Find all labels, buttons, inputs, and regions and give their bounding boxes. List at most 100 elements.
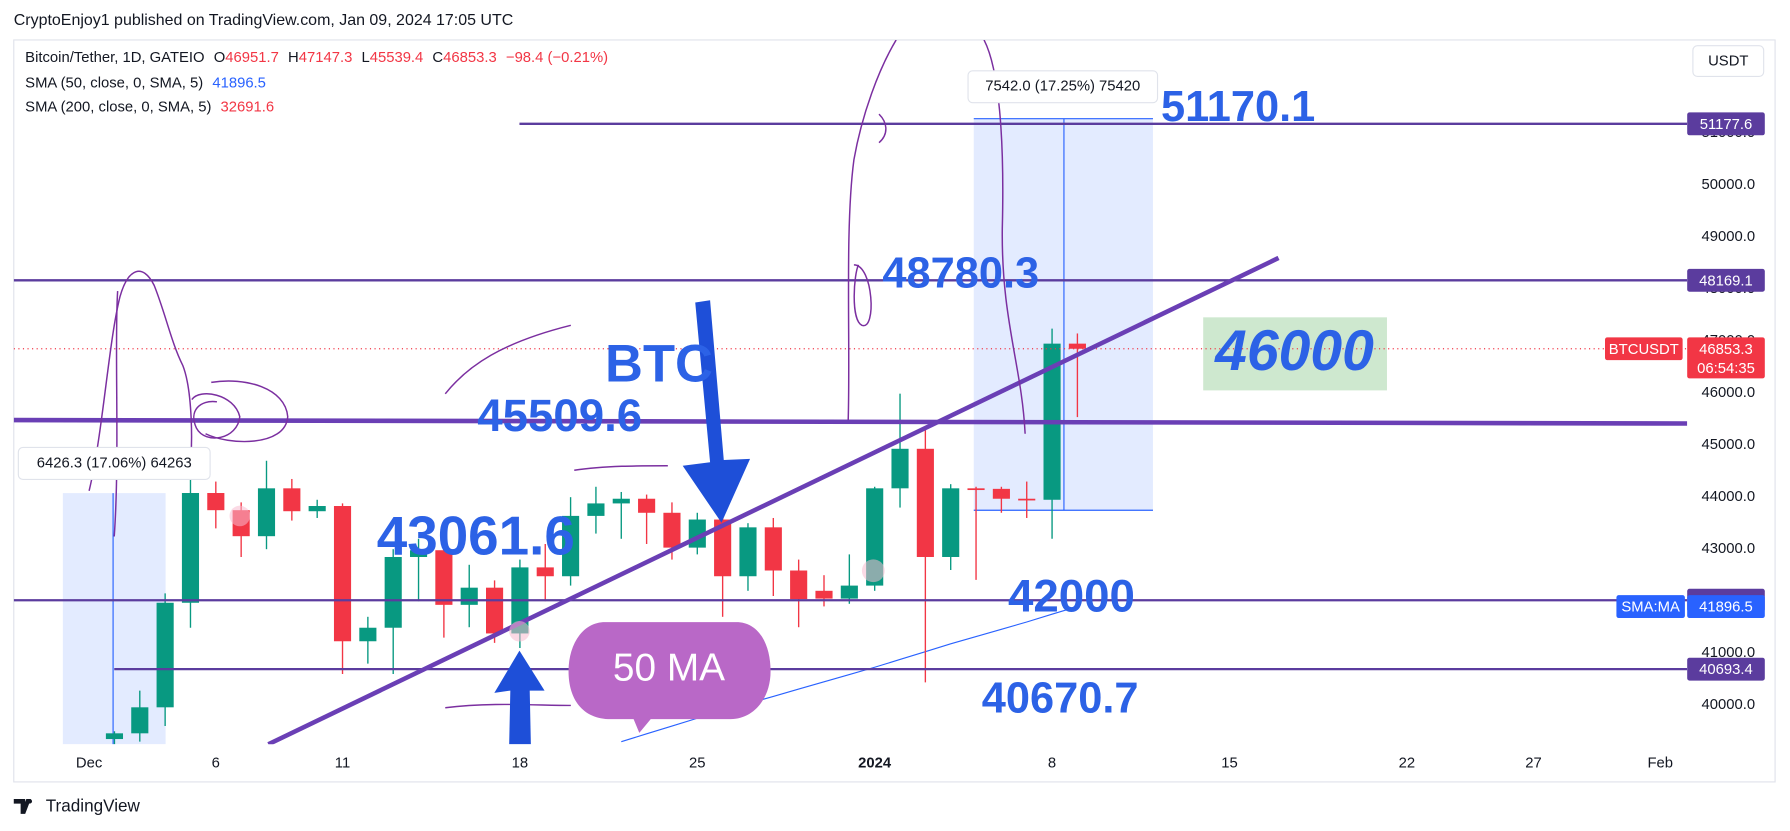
x-tick-label: 22 <box>1399 756 1415 772</box>
candle-body <box>1068 343 1086 349</box>
sma-name: SMA:MA <box>1621 600 1680 616</box>
price-badge <box>1687 112 1765 136</box>
axes: 40000.041000.042000.043000.044000.045000… <box>76 112 1765 772</box>
freehand-stroke <box>88 270 193 492</box>
annotation: 46000 <box>1214 319 1374 383</box>
range-label: 7542.0 (17.25%) 75420 <box>985 79 1140 95</box>
ticker-label: BTCUSDT <box>1609 342 1679 358</box>
candle-body <box>435 550 453 605</box>
countdown: 06:54:35 <box>1697 361 1755 377</box>
up-arrow <box>494 650 545 745</box>
candle-body <box>105 733 124 740</box>
freehand-stroke <box>444 324 571 395</box>
brand-logo <box>13 799 33 814</box>
x-tick-label: 11 <box>335 756 350 772</box>
currency: USDT <box>1708 54 1748 70</box>
support-line <box>13 417 1688 426</box>
candle-body <box>409 550 428 557</box>
series-layer <box>13 122 1688 745</box>
legend-letter: C <box>432 50 443 66</box>
candle-body <box>131 707 149 734</box>
trend-line <box>267 255 1280 745</box>
logo-mark <box>13 799 31 814</box>
legend-letter: O <box>214 50 226 66</box>
annotation: 43061.6 <box>377 504 575 566</box>
annotation: BTC <box>605 334 713 393</box>
price-badge-label: 51177.6 <box>1700 117 1753 133</box>
highlight-dot <box>861 559 885 583</box>
x-tick-label: 8 <box>1048 756 1056 772</box>
freehand-stroke <box>113 291 119 537</box>
candle-body <box>790 570 808 600</box>
y-tick-label: 49000.0 <box>1701 229 1755 245</box>
candle-body <box>663 512 681 548</box>
candle-body <box>714 519 732 577</box>
current-price-label: 46853.3 <box>1699 342 1753 358</box>
highlight-dots <box>229 505 885 642</box>
x-tick-label: Feb <box>1647 756 1673 772</box>
y-tick-label: 44000.0 <box>1701 489 1755 505</box>
annotation: 45509.6 <box>477 390 642 441</box>
candle-body <box>638 498 656 513</box>
sma-badge <box>1687 595 1765 619</box>
candle-body <box>181 493 200 603</box>
y-tick-label: 41000.0 <box>1701 645 1755 661</box>
highlight-box <box>1203 317 1387 391</box>
candle-body <box>967 488 985 491</box>
current-price-badge <box>1687 337 1765 379</box>
candle-body <box>942 488 960 557</box>
legend-row: SMA (200, close, 0, SMA, 5) 32691.6 <box>25 99 274 115</box>
legend-row: SMA (50, close, 0, SMA, 5) 41896.5 <box>25 75 266 91</box>
y-tick-label: 45000.0 <box>1701 437 1755 453</box>
range-label-box <box>967 70 1159 104</box>
currency-button[interactable] <box>1692 45 1765 78</box>
candle-body <box>587 503 605 516</box>
indicator-label: SMA (50, close, 0, SMA, 5) <box>25 75 203 91</box>
annotation: 40670.7 <box>982 674 1139 722</box>
range-labels: 6426.3 (17.06%) 64263 7542.0 (17.25%) 75… <box>17 70 1159 480</box>
indicator-value: 41896.5 <box>212 75 266 91</box>
candle-body <box>333 506 352 642</box>
x-tick-label: 2024 <box>858 756 892 772</box>
candle-body <box>308 506 326 512</box>
annotation: 51170.1 <box>1161 83 1315 131</box>
candle-body <box>562 515 580 577</box>
highlight-dot <box>509 620 530 642</box>
candle-body <box>207 493 225 511</box>
logo-dot <box>27 799 33 804</box>
freehand-stroke <box>574 464 668 472</box>
candle-body <box>992 488 1010 499</box>
speech-bubble <box>568 622 771 733</box>
candle-body <box>764 527 782 571</box>
legend: Bitcoin/Tether, 1D, GATEIO O46951.7 H47147… <box>25 50 608 115</box>
candle-body <box>891 448 909 489</box>
ticker-badge <box>1605 337 1683 361</box>
annotation: 48780.3 <box>882 250 1039 298</box>
legend-letter: H <box>288 50 299 66</box>
candle-body <box>536 567 554 577</box>
candle-body <box>486 587 504 634</box>
candle-body <box>359 627 377 642</box>
price-badge <box>1687 268 1765 292</box>
x-tick-label: 27 <box>1525 756 1542 772</box>
candle-body <box>815 590 833 599</box>
candle-body <box>257 488 276 537</box>
range-box <box>973 118 1153 511</box>
freehand-stroke <box>853 264 872 327</box>
range-label: 6426.3 (17.06%) 64263 <box>37 455 192 471</box>
legend-value: 46951.7 <box>225 50 279 66</box>
legend-value: 47147.3 <box>299 50 353 66</box>
candle-body <box>612 498 630 504</box>
candle-body <box>283 488 301 512</box>
y-tick-label: 46000.0 <box>1701 385 1755 401</box>
x-tick-label: 18 <box>512 756 529 772</box>
legend-change: −98.4 (−0.21%) <box>506 50 608 66</box>
candle-body <box>1018 498 1036 501</box>
legend-value: 46853.3 <box>443 50 497 66</box>
freehand-drawings <box>88 39 1026 709</box>
annotation: 50 MA <box>613 646 725 689</box>
price-badge-label: 48169.1 <box>1699 273 1753 289</box>
indicator-value: 32691.6 <box>221 99 275 115</box>
chart-frame <box>13 39 1776 783</box>
